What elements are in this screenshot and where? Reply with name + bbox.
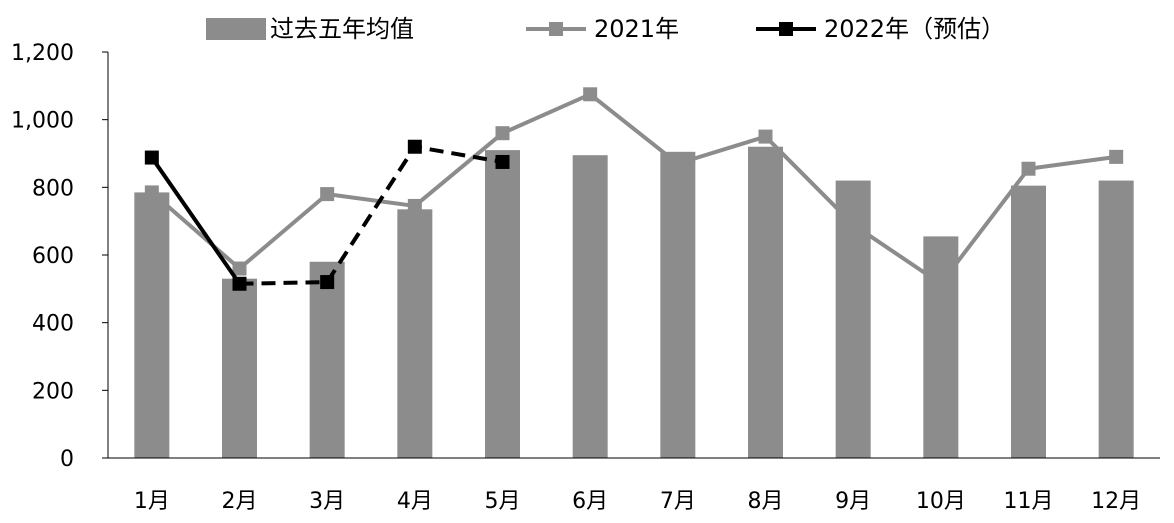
x-tick-label: 4月: [397, 489, 433, 514]
point-2022: [144, 150, 159, 165]
legend-label-2021: 2021年: [594, 15, 679, 43]
x-tick-label: 3月: [309, 489, 345, 514]
legend-item-2021: 2021年: [526, 15, 679, 43]
point-2021: [583, 87, 598, 102]
legend-marker-2022: [779, 22, 793, 36]
bar-avg: [134, 192, 170, 459]
x-tick-label: 1月: [134, 489, 170, 514]
x-tick-label: 7月: [660, 489, 696, 514]
x-tick-label: 5月: [485, 489, 521, 514]
bar-avg: [485, 150, 520, 458]
y-tick-label: 0: [60, 447, 74, 472]
legend-swatch-avg: [206, 18, 266, 40]
point-2021: [320, 187, 335, 202]
point-2021: [1021, 161, 1036, 176]
legend-item-2022: 2022年（预估）: [756, 15, 1005, 43]
point-2021: [232, 261, 247, 276]
legend-label-2022: 2022年（预估）: [824, 15, 1005, 43]
x-tick-label: 8月: [748, 489, 784, 514]
point-2021: [933, 276, 948, 291]
x-tick-label: 2月: [222, 489, 258, 514]
plot-area: 0 200 400 600 800 1,000 1,200 1月 2月 3月 4月 5月 6月 7月 8月 9…: [11, 41, 1160, 514]
x-tick-label: 11月: [1004, 489, 1054, 514]
y-tick-label: 800: [32, 176, 74, 201]
bar-avg: [748, 146, 783, 458]
y-tick-label: 200: [32, 379, 74, 404]
point-2022: [232, 276, 247, 291]
point-2022: [320, 275, 335, 290]
bar-avg: [572, 155, 608, 459]
y-tick-label: 1,000: [11, 109, 74, 134]
x-tick-label: 12月: [1091, 489, 1141, 514]
point-2021: [144, 185, 159, 200]
bar-avg: [923, 236, 959, 458]
line-2021: [150, 92, 1117, 286]
y-tick-label: 400: [32, 312, 74, 337]
point-2021: [1109, 149, 1124, 164]
point-2021: [495, 126, 510, 141]
point-2021: [846, 217, 861, 232]
bar-avg: [222, 278, 257, 458]
x-tick-label: 10月: [916, 489, 966, 514]
legend: 过去五年均值 2021年 2022年（预估）: [206, 15, 1005, 43]
legend-label-avg: 过去五年均值: [270, 15, 414, 43]
point-2021: [407, 198, 422, 213]
legend-item-avg: 过去五年均值: [206, 15, 414, 43]
y-tick-label: 600: [32, 244, 74, 269]
line-2022-dashed: [239, 144, 503, 286]
point-2022: [495, 154, 510, 169]
point-2021: [758, 129, 773, 144]
point-2022: [407, 139, 422, 154]
y-tick-label: 1,200: [11, 41, 74, 66]
line-2022-solid: [150, 156, 242, 285]
point-2021: [670, 156, 685, 171]
bar-avg: [397, 209, 433, 458]
bar-avg: [1011, 185, 1046, 458]
x-tick-label: 6月: [572, 489, 608, 514]
bar-avg: [660, 151, 696, 458]
x-tick-label: 9月: [835, 489, 871, 514]
bar-avg: [1098, 180, 1134, 459]
bar-avg: [309, 261, 345, 458]
legend-marker-2021: [549, 22, 563, 36]
